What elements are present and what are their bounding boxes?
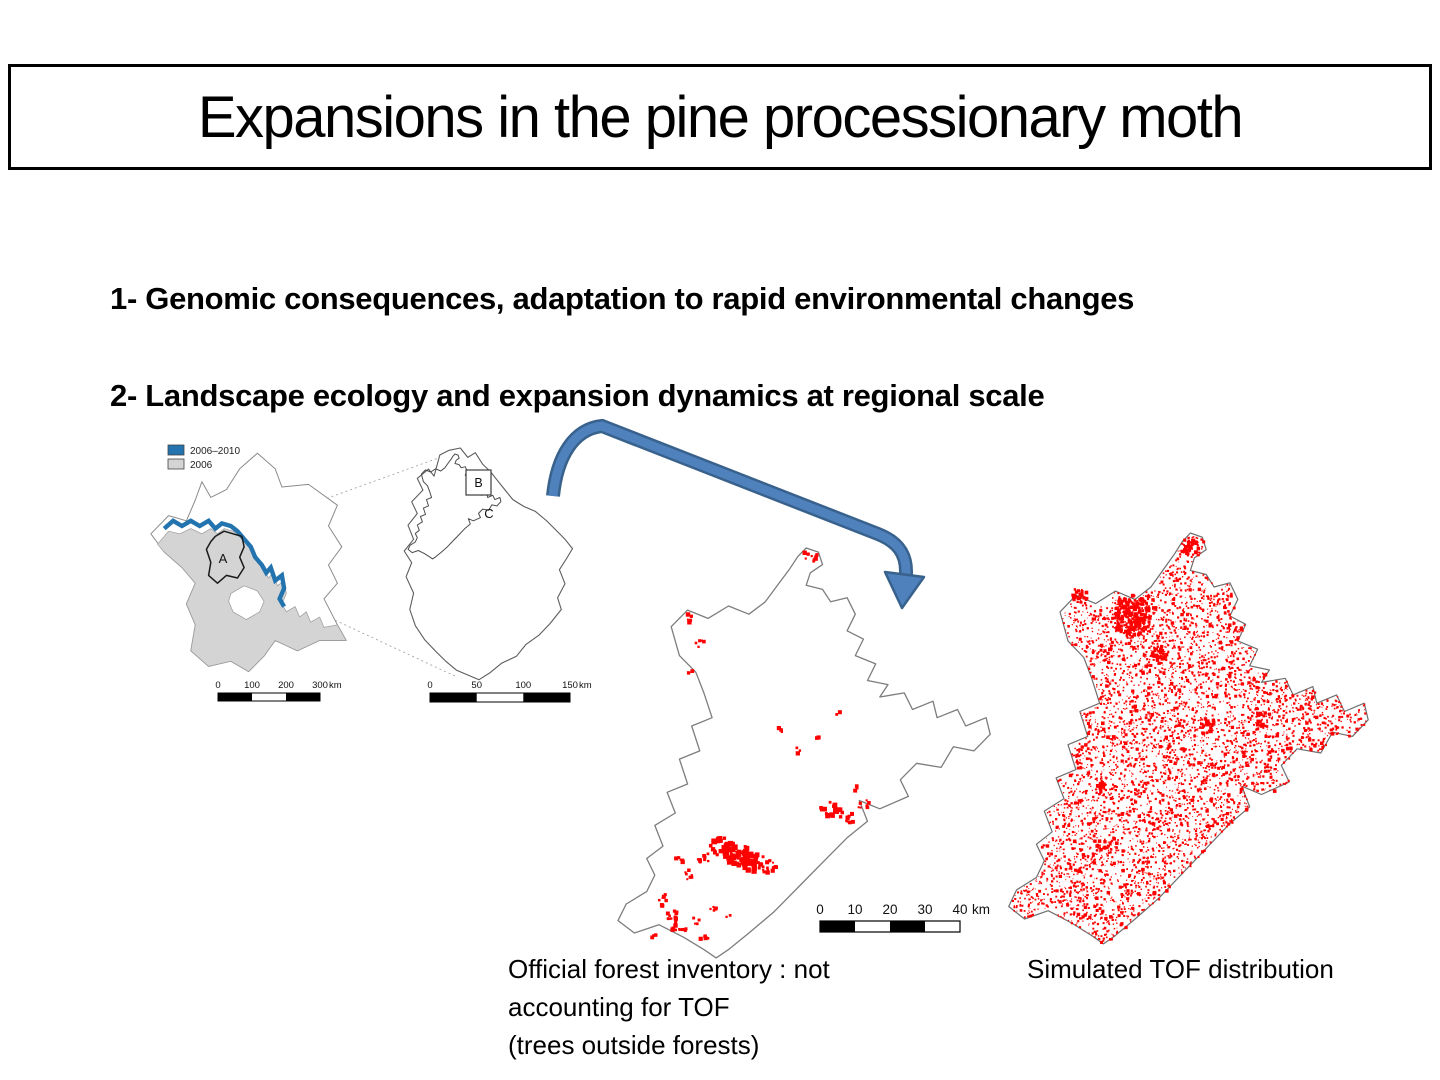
scalebar-tick: 10: [847, 902, 862, 917]
blue-curved-arrow: [546, 418, 926, 610]
scalebar-tick: 100: [244, 680, 260, 691]
slide-title: Expansions in the pine processionary mot…: [197, 84, 1244, 150]
site-b-box: [465, 469, 492, 496]
legend-swatch-2006: [167, 458, 185, 470]
france-and-region-maps: 2006–2010 2006 A B C 0 100 200 300 km 0 …: [150, 444, 592, 703]
site-b-marker: B: [465, 469, 492, 496]
bullet-genomic: 1- Genomic consequences, adaptation to r…: [110, 281, 1135, 316]
scalebar-tick: 0: [427, 680, 432, 691]
tof-speckle: [1008, 532, 1369, 945]
france-scalebar: 0 100 200 300 km: [215, 680, 342, 702]
scalebar-tick: 50: [471, 680, 482, 691]
arrow-body: [548, 421, 911, 577]
scalebar-segment: [430, 693, 477, 702]
scalebar-segment: [218, 693, 252, 701]
forest-inventory-map: 0 10 20 30 40 km: [617, 547, 991, 959]
simulated-tof-map: [1008, 532, 1369, 945]
legend-label-2006-2010: 2006–2010: [190, 446, 240, 457]
scalebar-tick: 0: [816, 902, 824, 917]
scalebar-tick: 40: [952, 902, 967, 917]
scalebar-tick: 100: [515, 680, 531, 691]
site-b-label: B: [474, 476, 482, 490]
legend-swatch-2006-2010: [167, 444, 185, 456]
scalebar-tick: 20: [882, 902, 897, 917]
caption-simulated-tof: Simulated TOF distribution: [1027, 954, 1334, 984]
centre-region-map: [403, 447, 574, 681]
france-legend: 2006–2010 2006: [167, 444, 240, 471]
scalebar-tick: 300: [312, 680, 328, 691]
france-range-map: [150, 452, 347, 673]
scalebar-segment: [820, 921, 855, 932]
scalebar-tick: 150: [562, 680, 578, 691]
scalebar-segment: [890, 921, 925, 932]
department-c-label: C: [484, 506, 493, 521]
arrow-head: [883, 570, 926, 610]
scalebar-tick: 0: [215, 680, 220, 691]
scalebar-unit: km: [972, 902, 990, 917]
scalebar-tick: 30: [917, 902, 932, 917]
inventory-forest-patches: [617, 547, 991, 959]
department-scalebar: 0 10 20 30 40 km: [816, 902, 990, 933]
scalebar-tick: 200: [278, 680, 294, 691]
scalebar-unit: km: [329, 680, 342, 691]
scalebar-unit: km: [579, 680, 592, 691]
bullet-landscape: 2- Landscape ecology and expansion dynam…: [110, 378, 1045, 413]
legend-label-2006: 2006: [190, 460, 213, 471]
scalebar-segment: [523, 693, 570, 702]
region-a-label: A: [219, 551, 228, 566]
title-box: Expansions in the pine processionary mot…: [8, 64, 1432, 170]
caption-forest-inventory: Official forest inventory : not accounti…: [508, 954, 830, 1061]
scalebar-segment: [286, 693, 320, 701]
region-scalebar: 0 50 100 150 km: [427, 680, 592, 703]
